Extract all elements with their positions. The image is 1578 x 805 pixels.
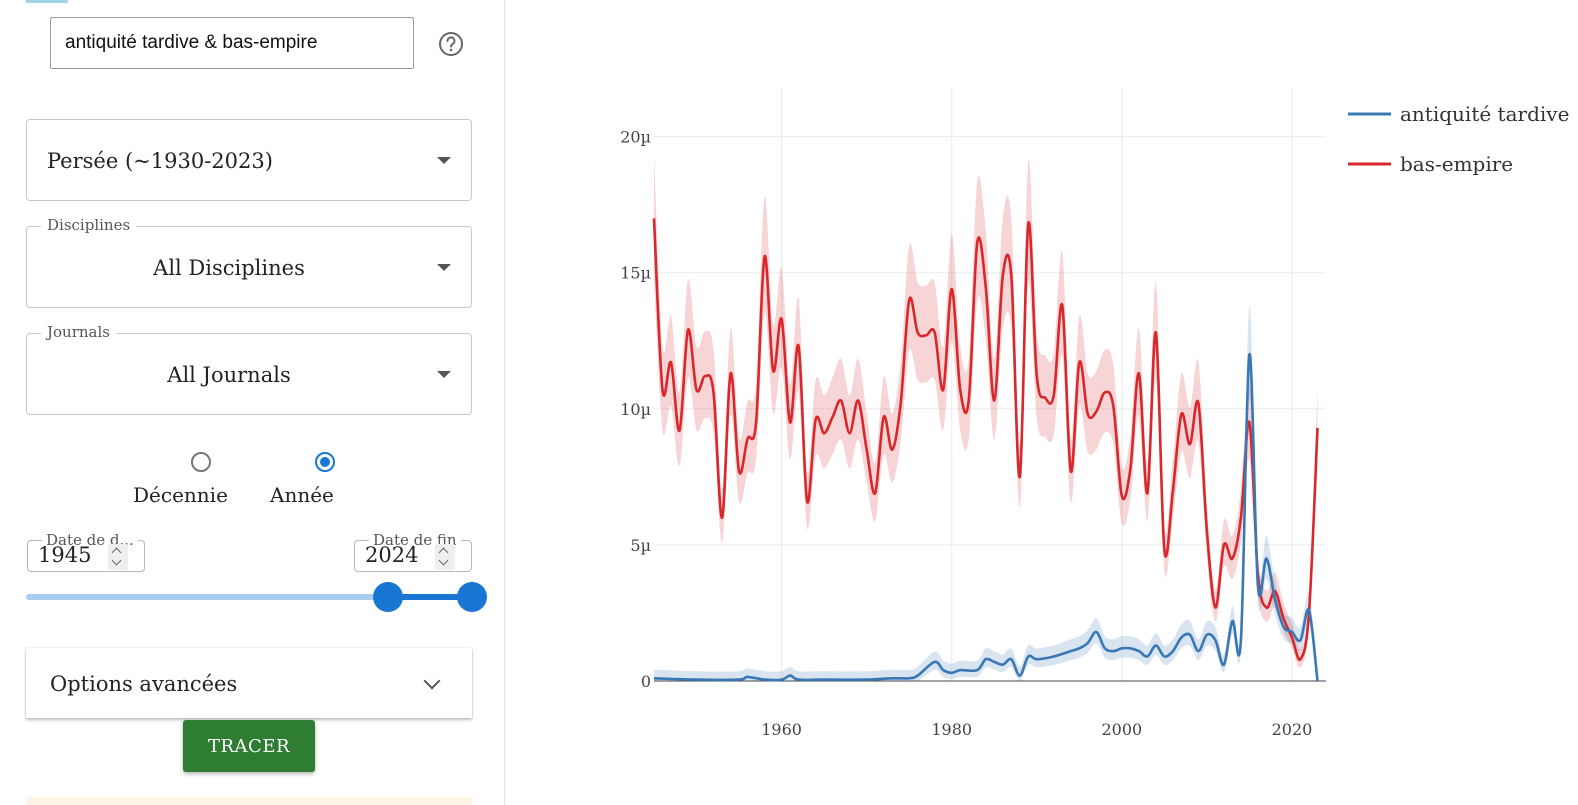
y-tick-label: 15µ <box>620 264 651 283</box>
x-tick-label: 1960 <box>761 720 802 739</box>
year-range-slider[interactable] <box>26 594 472 600</box>
radio-annee[interactable] <box>315 452 335 472</box>
help-icon[interactable] <box>438 31 464 57</box>
search-input[interactable]: antiquité tardive & bas-empire <box>50 17 414 69</box>
start-date-input[interactable]: Date de d... 1945 <box>27 531 145 572</box>
antiquit--tardive-band <box>654 306 1318 682</box>
corpus-select[interactable]: Persée (~1930-2023) <box>26 119 472 201</box>
y-tick-label: 5µ <box>630 536 651 555</box>
disciplines-select[interactable]: Disciplines All Disciplines <box>26 216 472 308</box>
chart-legend[interactable]: antiquité tardive bas-empire <box>1348 102 1569 176</box>
tracer-button[interactable]: TRACER <box>183 720 315 772</box>
disciplines-select-value: All Disciplines <box>153 256 305 280</box>
journals-select-value: All Journals <box>167 363 291 387</box>
legend-label-antiquit--tardive: antiquité tardive <box>1400 102 1569 126</box>
series-lines <box>652 218 1319 682</box>
caret-down-icon <box>437 264 451 271</box>
radio-decennie-label: Décennie <box>133 483 228 507</box>
sidebar: antiquité tardive & bas-empire Persée (~… <box>0 0 505 805</box>
end-date-value: 2024 <box>365 543 419 567</box>
x-tick-label: 2020 <box>1272 720 1313 739</box>
spinner-icon[interactable] <box>108 544 128 570</box>
corpus-select-value: Persée (~1930-2023) <box>47 149 273 173</box>
range-thumb-end[interactable] <box>457 582 487 612</box>
end-date-input[interactable]: Date de fin 2024 <box>354 531 472 572</box>
caret-down-icon <box>437 157 451 164</box>
x-tick-label: 2000 <box>1101 720 1142 739</box>
info-banner <box>26 797 472 805</box>
journals-select[interactable]: Journals All Journals <box>26 323 472 415</box>
year-range-selected <box>388 594 472 600</box>
axis-ticks: 1960 1980 2000 2020 0 5µ 10µ 15µ 20µ <box>620 128 1312 739</box>
bas-empire-line <box>652 218 1319 662</box>
disciplines-label: Disciplines <box>41 216 137 234</box>
range-thumb-start[interactable] <box>373 582 403 612</box>
y-tick-label: 0 <box>641 672 651 691</box>
tab-indicator <box>26 0 68 3</box>
y-tick-label: 20µ <box>620 128 651 147</box>
spinner-icon[interactable] <box>435 544 455 570</box>
y-tick-label: 10µ <box>620 400 651 419</box>
x-tick-label: 1980 <box>931 720 972 739</box>
advanced-options-label: Options avancées <box>50 672 238 696</box>
journals-label: Journals <box>41 323 116 341</box>
legend-label-bas-empire: bas-empire <box>1400 152 1513 176</box>
antiquit--tardive-line <box>653 353 1319 682</box>
frequency-chart: 1960 1980 2000 2020 0 5µ 10µ 15µ 20µ antiquité t… <box>620 88 1569 739</box>
start-date-value: 1945 <box>38 543 92 567</box>
chevron-down-icon <box>423 672 441 690</box>
advanced-options-accordion[interactable]: Options avancées <box>26 648 472 718</box>
caret-down-icon <box>437 371 451 378</box>
confidence-bands <box>654 154 1318 682</box>
radio-decennie[interactable] <box>191 452 211 472</box>
bas-empire-band <box>654 154 1318 668</box>
radio-annee-label: Année <box>270 483 334 507</box>
